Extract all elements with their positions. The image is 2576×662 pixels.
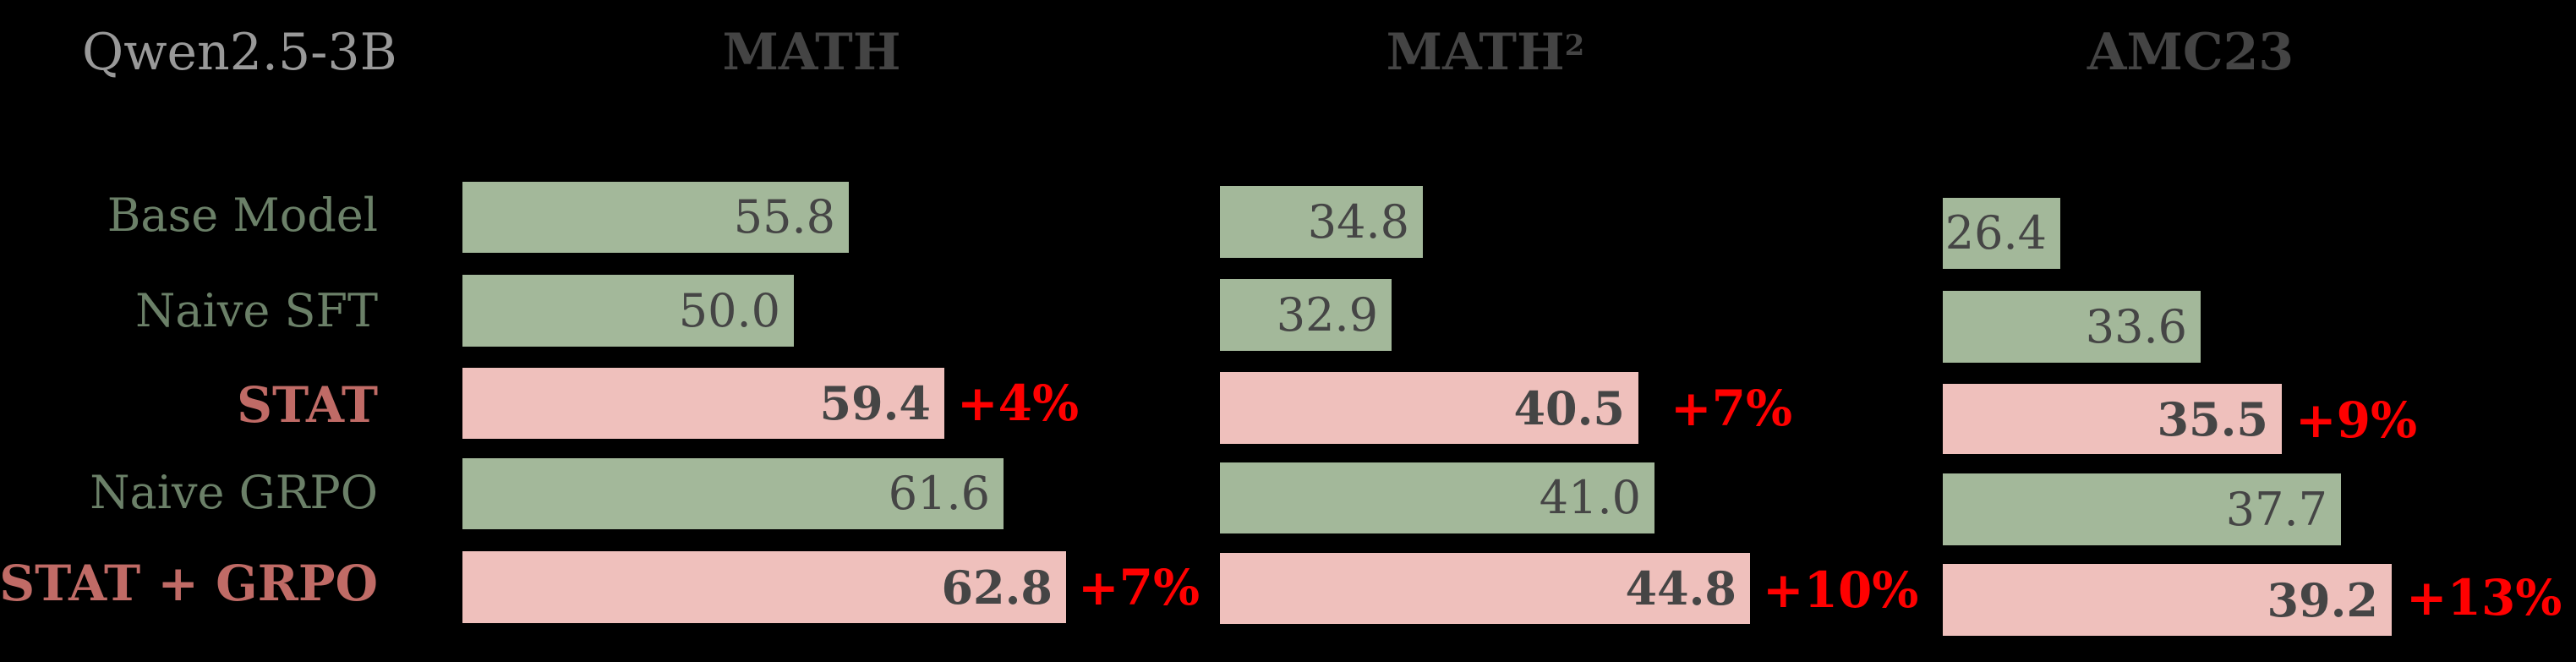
column-header-math2-superscript: 2 [1564, 29, 1585, 63]
bar-math-naive-grpo: 61.6 [462, 458, 1004, 529]
column-header-amc23: AMC23 [2087, 19, 2294, 86]
bar-math2-stat: 40.5 [1220, 372, 1638, 444]
column-header-amc23-text: AMC23 [2087, 23, 2294, 82]
bar-value: 55.8 [733, 190, 835, 243]
bar-amc23-stat: 35.5 [1943, 384, 2282, 454]
bar-math2-stat-grpo: 44.8 [1220, 553, 1750, 624]
delta-math-stat-grpo: +7% [1078, 559, 1200, 616]
delta-math2-stat-grpo: +10% [1763, 561, 1919, 619]
row-label-naive-sft: Naive SFT [135, 284, 378, 337]
bar-math2-base-model: 34.8 [1220, 186, 1423, 258]
bar-value: 26.4 [1944, 206, 2047, 260]
column-header-math2-text: MATH [1386, 23, 1565, 82]
row-label-naive-grpo: Naive GRPO [90, 466, 378, 519]
bar-math-stat: 59.4 [462, 368, 944, 439]
delta-amc23-stat: +9% [2295, 391, 2418, 449]
bar-amc23-naive-grpo: 37.7 [1943, 473, 2341, 545]
bar-value: 44.8 [1625, 561, 1736, 615]
row-label-stat-grpo: STAT + GRPO [0, 555, 378, 612]
bar-value: 40.5 [1513, 380, 1625, 435]
bar-value: 34.8 [1307, 194, 1409, 249]
bar-amc23-stat-grpo: 39.2 [1943, 564, 2392, 636]
bar-math2-naive-grpo: 41.0 [1220, 462, 1654, 533]
column-header-math-text: MATH [722, 23, 901, 82]
bar-math-stat-grpo: 62.8 [462, 551, 1066, 623]
delta-math2-stat: +7% [1671, 380, 1793, 437]
row-label-base-model: Base Model [107, 189, 378, 242]
bar-math-base-model: 55.8 [462, 182, 849, 253]
delta-math-stat: +4% [957, 375, 1080, 432]
bar-value: 61.6 [888, 467, 990, 520]
bar-value: 33.6 [2085, 299, 2187, 353]
bar-amc23-naive-sft: 33.6 [1943, 291, 2201, 363]
bar-value: 35.5 [2157, 391, 2268, 446]
bar-value: 37.7 [2225, 482, 2327, 536]
bar-value: 41.0 [1539, 471, 1641, 524]
bar-math2-naive-sft: 32.9 [1220, 279, 1392, 351]
bar-value: 39.2 [2267, 572, 2378, 627]
bar-math-naive-sft: 50.0 [462, 275, 794, 347]
bar-value: 59.4 [819, 376, 931, 430]
delta-amc23-stat-grpo: +13% [2406, 569, 2562, 626]
bar-amc23-base-model: 26.4 [1943, 198, 2060, 269]
bar-value: 32.9 [1276, 287, 1378, 342]
column-header-math: MATH [722, 19, 900, 86]
bar-value: 62.8 [941, 560, 1053, 615]
row-label-stat: STAT [237, 376, 378, 434]
bar-value: 50.0 [678, 283, 780, 337]
column-header-math2: MATH2 [1386, 19, 1585, 86]
model-title: Qwen2.5-3B [82, 23, 397, 82]
